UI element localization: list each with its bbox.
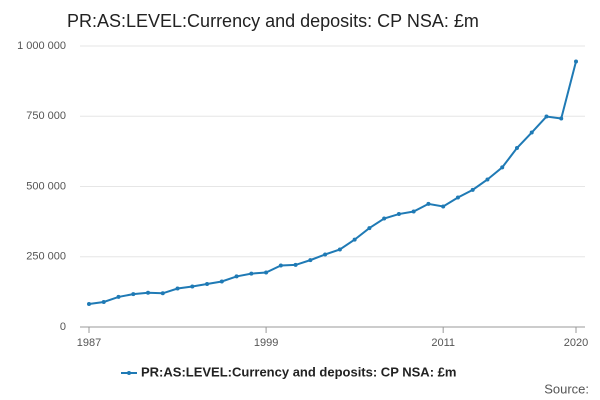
chart-title: PR:AS:LEVEL:Currency and deposits: CP NS… [67, 11, 479, 31]
x-tick-label: 2020 [564, 337, 588, 349]
point [367, 226, 372, 231]
point [411, 209, 416, 214]
point [470, 187, 475, 192]
point [101, 299, 106, 304]
legend-swatch-dot [127, 371, 131, 375]
point [308, 258, 313, 263]
point [264, 270, 269, 275]
x-tick-label: 2011 [431, 337, 455, 349]
y-tick-label: 250 000 [26, 251, 66, 263]
legend-label: PR:AS:LEVEL:Currency and deposits: CP NS… [141, 364, 456, 379]
point [382, 216, 387, 221]
point [131, 292, 136, 297]
point [205, 282, 210, 287]
source: Source: [544, 381, 589, 396]
point [116, 294, 121, 299]
point [160, 291, 165, 296]
y-tick-label: 1 000 000 [17, 40, 66, 52]
point [323, 252, 328, 257]
point [396, 212, 401, 217]
point [529, 130, 534, 135]
point [337, 247, 342, 252]
point [559, 116, 564, 121]
x-tick-label: 1987 [77, 337, 101, 349]
point [219, 279, 224, 284]
point [278, 263, 283, 268]
point [441, 204, 446, 209]
point [234, 274, 239, 279]
point [293, 262, 298, 267]
point [514, 146, 519, 151]
series-line [88, 61, 577, 305]
point [426, 201, 431, 206]
x-tick-label: 1999 [254, 337, 278, 349]
point [190, 284, 195, 289]
point [485, 177, 490, 182]
point [175, 286, 180, 291]
point [146, 290, 151, 295]
point [249, 271, 254, 276]
y-tick-label: 500 000 [26, 180, 66, 192]
point [87, 301, 91, 306]
point [455, 195, 460, 200]
y-tick-label: 0 [60, 321, 66, 333]
point [574, 59, 578, 64]
point [544, 114, 549, 119]
y-tick-label: 750 000 [26, 110, 66, 122]
point [352, 237, 357, 242]
point [500, 165, 505, 170]
